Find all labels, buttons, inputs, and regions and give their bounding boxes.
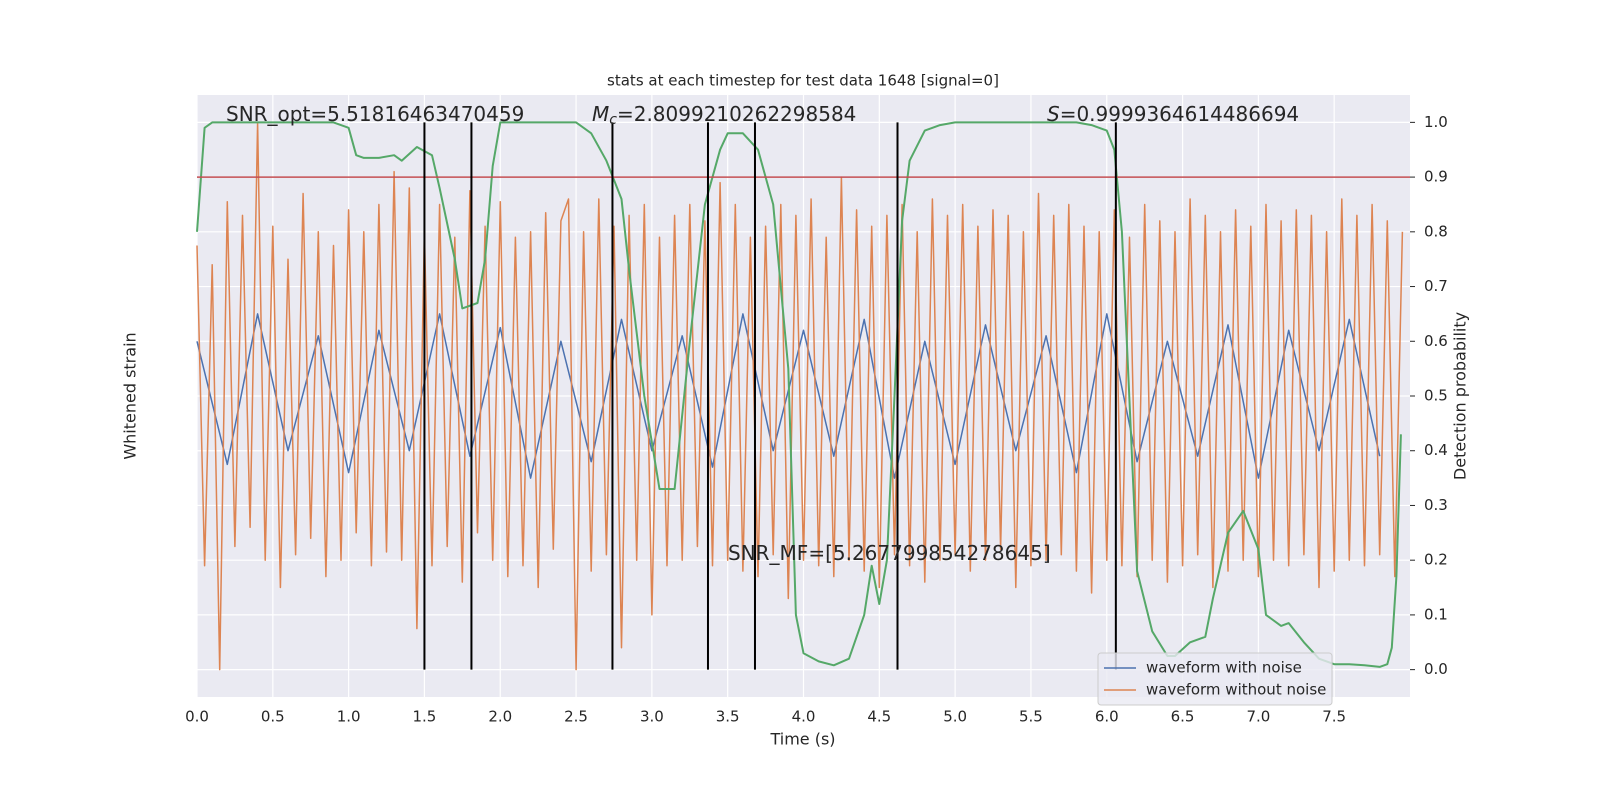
y2-tick-label: 0.1 — [1424, 605, 1448, 623]
x-tick-label: 0.0 — [185, 708, 209, 726]
annotation-subscript: c — [609, 112, 617, 128]
x-tick-label: 5.0 — [943, 708, 967, 726]
y2-tick-label: 0.3 — [1424, 496, 1448, 514]
y-axis-label: Whitened strain — [121, 332, 140, 459]
x-tick-label: 6.0 — [1095, 708, 1119, 726]
annotation-text: =2.8099210262298584 — [617, 102, 856, 126]
x-tick-label: 3.0 — [640, 708, 664, 726]
series-line — [196, 121, 1402, 668]
legend-label: waveform with noise — [1146, 659, 1302, 677]
x-tick-label: 2.5 — [564, 708, 588, 726]
y2-tick-label: 0.8 — [1424, 222, 1448, 240]
x-tick-label: 0.5 — [261, 708, 285, 726]
annotation-text: =0.9999364614486694 — [1060, 102, 1299, 126]
annotation: Mc=2.8099210262298584 — [592, 102, 856, 129]
x-tick-label: 4.0 — [792, 708, 816, 726]
annotation-symbol: M — [592, 102, 609, 126]
legend-box — [1097, 652, 1333, 706]
y2-axis-label: Detection probability — [1451, 312, 1470, 480]
annotation-text: SNR_opt=5.51816463470459 — [226, 102, 524, 126]
x-tick-label: 2.0 — [488, 708, 512, 726]
y2-tick-label: 0.9 — [1424, 168, 1448, 186]
x-axis-label: Time (s) — [769, 730, 835, 749]
y2-tick-label: 0.2 — [1424, 551, 1448, 569]
annotation-symbol: S — [1047, 102, 1060, 126]
annotation-text: SNR_MF=[5.267799854278645] — [728, 541, 1051, 565]
x-tick-label: 4.5 — [867, 708, 891, 726]
x-tick-label: 3.5 — [716, 708, 740, 726]
x-tick-label: 1.0 — [337, 708, 361, 726]
x-tick-label: 7.0 — [1246, 708, 1270, 726]
labels: 0.0 0.5 1.0 1.5 2.0 2.5 3.0 3.5 4.0 4.5 5.0 5.5 6.0 6… — [185, 102, 1448, 726]
chart-title: stats at each timestep for test data 164… — [607, 72, 999, 90]
y2-tick-label: 0.4 — [1424, 441, 1448, 459]
y2-tick-label: 0.6 — [1424, 332, 1448, 350]
x-tick-label: 1.5 — [413, 708, 437, 726]
y2-tick-label: 0.7 — [1424, 277, 1448, 295]
y2-tick-label: 1.0 — [1424, 113, 1448, 131]
legend-label: waveform without noise — [1146, 681, 1326, 699]
x-tick-label: 6.5 — [1171, 708, 1195, 726]
annotation: SNR_opt=5.51816463470459 — [226, 102, 524, 126]
y2-tick-label: 0.5 — [1424, 387, 1448, 405]
annotation: SNR_MF=[5.267799854278645] — [728, 541, 1051, 565]
series-line — [196, 121, 1404, 671]
marks — [196, 121, 1410, 671]
annotation: S=0.9999364614486694 — [1047, 102, 1299, 126]
x-tick-label: 7.5 — [1322, 708, 1346, 726]
x-tick-label: 5.5 — [1019, 708, 1043, 726]
y2-tick-label: 0.0 — [1424, 660, 1448, 678]
